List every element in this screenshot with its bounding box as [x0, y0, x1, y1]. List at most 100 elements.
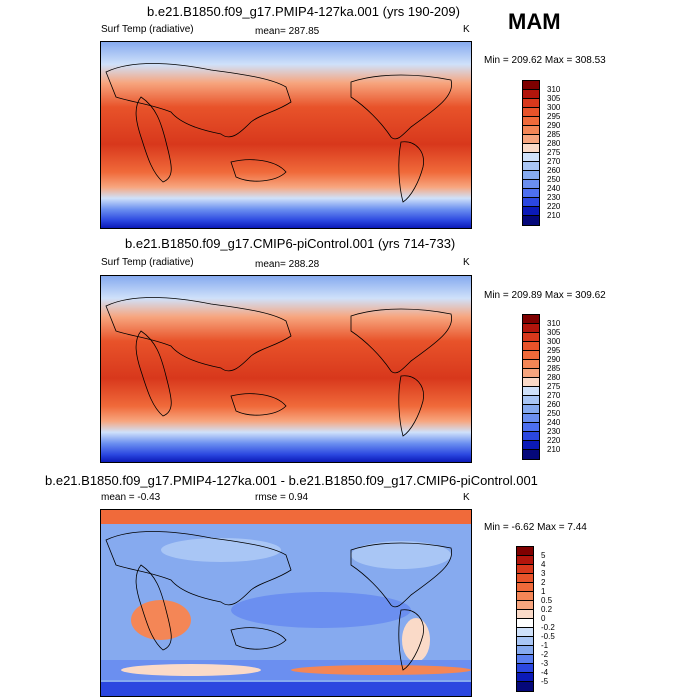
panel3-swatch: [517, 655, 533, 664]
panel2-swatch: [523, 450, 539, 459]
panel1-units-label: K: [463, 24, 470, 35]
panel2-swatch: [523, 351, 539, 360]
panel1-swatch: [523, 108, 539, 117]
panel2-swatch: [523, 414, 539, 423]
panel3-swatch: [517, 619, 533, 628]
panel1-tick: 270: [547, 157, 561, 166]
panel2-units-label: K: [463, 257, 470, 268]
panel1-swatch: [523, 198, 539, 207]
panel1-tick: 310: [547, 85, 561, 94]
panel2-tick: 275: [547, 382, 561, 391]
panel3-swatch: [517, 547, 533, 556]
panel3-tick: 0.2: [541, 605, 553, 614]
panel1-tick: 290: [547, 121, 561, 130]
panel1-swatch: [523, 162, 539, 171]
panel3-swatch: [517, 610, 533, 619]
panel2-swatch: [523, 396, 539, 405]
panel2-swatch: [523, 369, 539, 378]
panel1-map: [100, 41, 472, 229]
panel2-swatch: [523, 405, 539, 414]
panel3-tick: 3: [541, 569, 546, 578]
panel1-swatch: [523, 90, 539, 99]
panel2-swatch: [523, 333, 539, 342]
panel3-swatch: [517, 592, 533, 601]
panel3-tick: -5: [541, 677, 549, 686]
panel3-swatch: [517, 682, 533, 691]
panel3-tick: 2: [541, 578, 546, 587]
panel3-tick: 0: [541, 614, 546, 623]
panel3-swatch: [517, 664, 533, 673]
panel2-tick: 285: [547, 364, 561, 373]
panel1-tick: 230: [547, 193, 561, 202]
panel1-tick: 280: [547, 139, 561, 148]
panel2-swatch: [523, 324, 539, 333]
panel3-tick: 0.5: [541, 596, 553, 605]
season-label: MAM: [508, 9, 561, 34]
panel2-title: b.e21.B1850.f09_g17.CMIP6-piControl.001 …: [125, 236, 456, 251]
panel3-swatch: [517, 628, 533, 637]
panel1-tick: 285: [547, 130, 561, 139]
panel2-tick: 305: [547, 328, 561, 337]
panel2-swatch: [523, 315, 539, 324]
panel1-colorbar: [522, 80, 540, 226]
panel1-tick: 295: [547, 112, 561, 121]
panel1-field: [101, 42, 471, 228]
panel2-swatch: [523, 378, 539, 387]
panel2-swatch: [523, 387, 539, 396]
panel3-swatch: [517, 556, 533, 565]
panel2-minmax-label: Min = 209.89 Max = 309.62: [484, 290, 606, 301]
panel1-title: b.e21.B1850.f09_g17.PMIP4-127ka.001 (yrs…: [147, 4, 460, 19]
panel3-map: [100, 509, 472, 697]
panel3-swatch: [517, 583, 533, 592]
panel1-minmax-label: Min = 209.62 Max = 308.53: [484, 55, 606, 66]
panel2-colorbar: [522, 314, 540, 460]
panel3-coastlines: [105, 531, 453, 671]
panel1-swatch: [523, 189, 539, 198]
panel2-field: [101, 276, 471, 462]
panel2-swatch: [523, 342, 539, 351]
panel3-tick: -1: [541, 641, 549, 650]
panel3-swatch: [517, 646, 533, 655]
panel3-tick: -3: [541, 659, 549, 668]
panel1-coastlines: [105, 63, 453, 203]
panel2-tick: 290: [547, 355, 561, 364]
panel3-tick: -2: [541, 650, 549, 659]
panel2-tick: 250: [547, 409, 561, 418]
panel3-swatch: [517, 637, 533, 646]
panel2-tick: 230: [547, 427, 561, 436]
panel1-swatch: [523, 135, 539, 144]
panel2-swatch: [523, 432, 539, 441]
panel1-swatch: [523, 171, 539, 180]
panel2-tick: 210: [547, 445, 561, 454]
panel1-tick: 260: [547, 166, 561, 175]
panel3-swatch: [517, 565, 533, 574]
panel1-swatch: [523, 126, 539, 135]
panel1-variable-label: Surf Temp (radiative): [101, 24, 194, 35]
panel1-swatch: [523, 180, 539, 189]
panel2-tick: 300: [547, 337, 561, 346]
panel1-swatch: [523, 153, 539, 162]
panel1-swatch: [523, 117, 539, 126]
panel3-tick: -4: [541, 668, 549, 677]
panel2-swatch: [523, 360, 539, 369]
panel1-tick: 305: [547, 94, 561, 103]
panel3-rmse-label: rmse = 0.94: [255, 492, 309, 503]
panel2-tick: 260: [547, 400, 561, 409]
panel3-tick: -0.5: [541, 632, 555, 641]
panel3-tick: 5: [541, 551, 546, 560]
panel3-title: b.e21.B1850.f09_g17.PMIP4-127ka.001 - b.…: [45, 473, 538, 488]
panel2-map: [100, 275, 472, 463]
panel1-tick: 300: [547, 103, 561, 112]
panel2-tick: 280: [547, 373, 561, 382]
panel1-swatch: [523, 81, 539, 90]
panel2-swatch: [523, 423, 539, 432]
panel3-anomaly-patches: [101, 510, 471, 696]
panel3-minmax-label: Min = -6.62 Max = 7.44: [484, 522, 587, 533]
panel1-tick: 220: [547, 202, 561, 211]
panel3-swatch: [517, 601, 533, 610]
panel2-tick: 270: [547, 391, 561, 400]
panel3-tick: 1: [541, 587, 546, 596]
panel2-variable-label: Surf Temp (radiative): [101, 257, 194, 268]
panel3-swatch: [517, 673, 533, 682]
panel2-mean-label: mean= 288.28: [255, 259, 320, 270]
